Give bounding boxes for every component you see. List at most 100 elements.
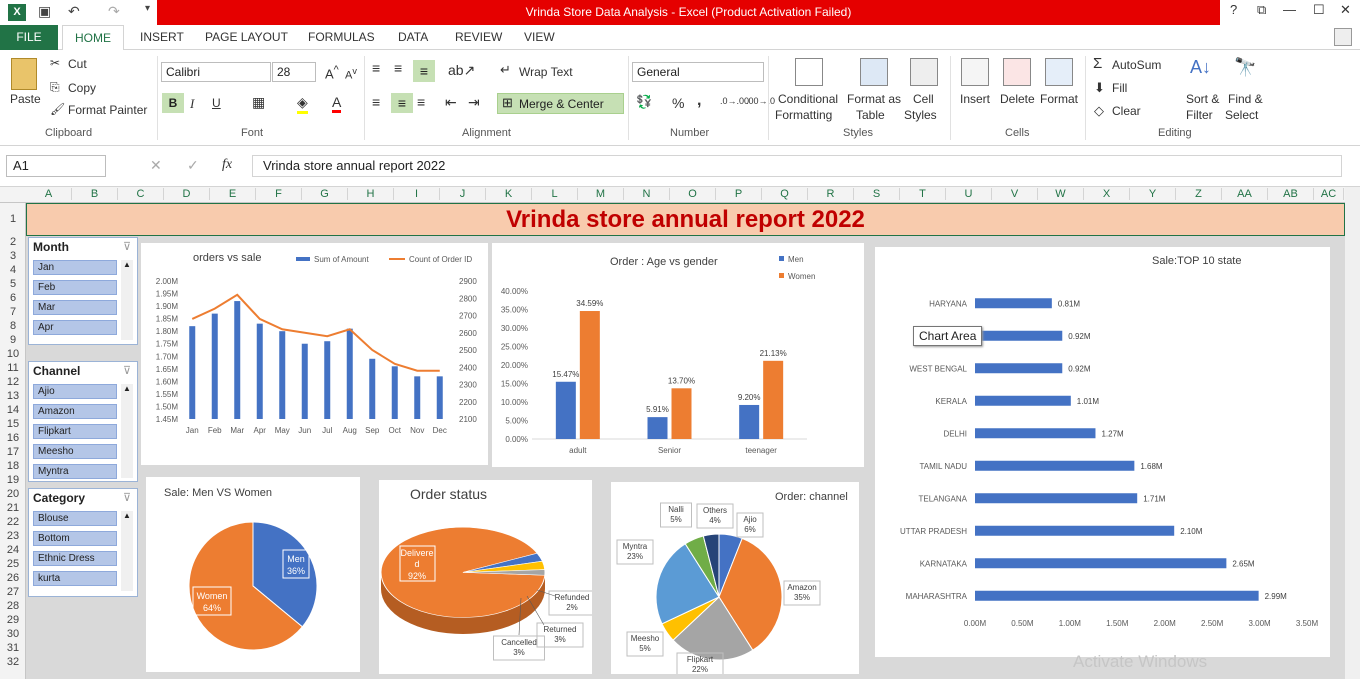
row-header[interactable]: 5 (9, 278, 17, 290)
tab-insert[interactable]: INSERT (140, 30, 184, 44)
paste-icon[interactable] (11, 58, 37, 90)
column-header[interactable]: H (348, 188, 394, 200)
slicer-item[interactable]: Bottom (33, 531, 117, 546)
row-header[interactable]: 24 (6, 544, 20, 556)
clear-filter-icon[interactable]: ⊽ (122, 241, 131, 253)
chart-top-states[interactable]: Sale:TOP 10 stateHARYANA0.81MAN0.92MWEST… (875, 247, 1330, 657)
tab-data[interactable]: DATA (398, 30, 429, 44)
ribbon-display-button[interactable]: ⧉ (1257, 2, 1267, 17)
find-select-button[interactable]: Find & (1228, 92, 1263, 106)
undo-icon[interactable]: ↶ (68, 3, 80, 19)
slicer-category[interactable]: Category ⊽ Blouse Bottom Ethnic Dress ku… (28, 488, 138, 597)
row-header[interactable]: 6 (9, 292, 17, 304)
slicer-item[interactable]: Flipkart (33, 424, 117, 439)
row-header[interactable]: 25 (6, 558, 20, 570)
tab-view[interactable]: VIEW (524, 30, 555, 44)
format-painter-button[interactable]: Format Painter (68, 103, 148, 117)
column-header[interactable]: V (992, 188, 1038, 200)
help-button[interactable]: ? (1230, 2, 1238, 17)
conditional-formatting-button[interactable]: Conditional (778, 92, 839, 106)
column-header[interactable]: D (164, 188, 210, 200)
underline-button[interactable]: U (212, 96, 221, 110)
grow-font-icon[interactable]: A^ (325, 64, 339, 82)
slicer-scrollbar[interactable]: ▲ (121, 260, 133, 340)
row-header[interactable]: 19 (6, 474, 20, 486)
column-header[interactable]: AC (1314, 188, 1344, 200)
align-center-icon[interactable]: ≡ (391, 93, 413, 113)
column-header[interactable]: T (900, 188, 946, 200)
slicer-item[interactable]: Amazon (33, 404, 117, 419)
column-header[interactable]: G (302, 188, 348, 200)
row-header[interactable]: 11 (7, 362, 19, 374)
row-header[interactable]: 17 (6, 446, 20, 458)
row-header[interactable]: 30 (6, 628, 20, 640)
formula-input[interactable]: Vrinda store annual report 2022 (252, 155, 1342, 177)
align-left-icon[interactable]: ≡ (372, 94, 381, 110)
row-header[interactable]: 31 (6, 642, 20, 654)
slicer-scrollbar[interactable]: ▲ (121, 384, 133, 478)
user-avatar[interactable] (1334, 28, 1352, 46)
column-header[interactable]: M (578, 188, 624, 200)
column-header[interactable]: I (394, 188, 440, 200)
delete-cells-button[interactable]: Delete (1000, 92, 1035, 106)
align-bottom-icon[interactable]: ≡ (413, 60, 435, 82)
column-header[interactable]: X (1084, 188, 1130, 200)
slicer-item[interactable]: Meesho (33, 444, 117, 459)
row-header[interactable]: 29 (6, 614, 20, 626)
row-header[interactable]: 16 (6, 432, 20, 444)
row-header[interactable]: 3 (9, 250, 17, 262)
autosum-button[interactable]: AutoSum (1112, 58, 1162, 72)
align-right-icon[interactable]: ≡ (417, 94, 426, 110)
row-header[interactable]: 14 (6, 404, 20, 416)
column-header[interactable]: Z (1176, 188, 1222, 200)
row-header[interactable]: 20 (6, 488, 20, 500)
tab-home[interactable]: HOME (62, 25, 124, 51)
maximize-button[interactable]: ☐ (1313, 2, 1325, 17)
slicer-item[interactable]: Jan (33, 260, 117, 275)
column-header[interactable]: S (854, 188, 900, 200)
redo-icon[interactable]: ↷ (108, 3, 120, 19)
column-header[interactable]: E (210, 188, 256, 200)
merge-center-button[interactable]: ⊞ Merge & Center (497, 93, 624, 114)
column-header[interactable]: P (716, 188, 762, 200)
conditional-formatting-button-2[interactable]: Formatting (775, 108, 833, 122)
column-header[interactable]: N (624, 188, 670, 200)
column-header[interactable]: A (26, 188, 72, 200)
vertical-scrollbar[interactable] (1345, 187, 1360, 679)
increase-indent-icon[interactable]: ⇥ (468, 94, 480, 110)
slicer-item[interactable]: Myntra (33, 464, 117, 479)
row-header[interactable]: 4 (9, 264, 17, 276)
chart-age-vs-gender[interactable]: Order : Age vs gender Men Women 40.00% 35.00… (492, 243, 864, 467)
clear-filter-icon[interactable]: ⊽ (122, 365, 131, 377)
borders-icon[interactable]: ▦ (252, 94, 266, 110)
font-size-select[interactable]: 28 (272, 62, 316, 82)
cut-button[interactable]: Cut (68, 57, 87, 71)
slicer-item[interactable]: Mar (33, 300, 117, 315)
row-header[interactable]: 21 (6, 502, 20, 514)
column-header[interactable]: J (440, 188, 486, 200)
tab-formulas[interactable]: FORMULAS (308, 30, 375, 44)
row-header[interactable]: 27 (6, 586, 20, 598)
row-header[interactable]: 12 (6, 376, 20, 388)
slicer-item[interactable]: Feb (33, 280, 117, 295)
cancel-icon[interactable]: ✕ (150, 157, 162, 173)
save-icon[interactable]: ▣ (38, 3, 52, 19)
paste-button[interactable]: Paste (10, 92, 41, 106)
clear-button[interactable]: Clear (1112, 104, 1141, 118)
column-header[interactable]: C (118, 188, 164, 200)
cell-styles-button[interactable]: Cell (913, 92, 934, 106)
align-top-icon[interactable]: ≡ (372, 60, 381, 76)
tab-page-layout[interactable]: PAGE LAYOUT (205, 30, 288, 44)
decrease-decimal-icon[interactable]: .00→.0 (746, 96, 776, 106)
enter-icon[interactable]: ✓ (187, 157, 199, 173)
slicer-scrollbar[interactable]: ▲ (121, 511, 133, 591)
column-header[interactable]: AB (1268, 188, 1314, 200)
format-as-table-button[interactable]: Format as (847, 92, 902, 106)
chart-order-status[interactable]: Order statusDelivered92%Cancelled3%Retur… (379, 480, 592, 674)
row-header[interactable]: 13 (6, 390, 20, 402)
column-header[interactable]: AA (1222, 188, 1268, 200)
row-header[interactable]: 26 (6, 572, 20, 584)
fill-button[interactable]: Fill (1112, 81, 1128, 95)
column-header[interactable]: O (670, 188, 716, 200)
